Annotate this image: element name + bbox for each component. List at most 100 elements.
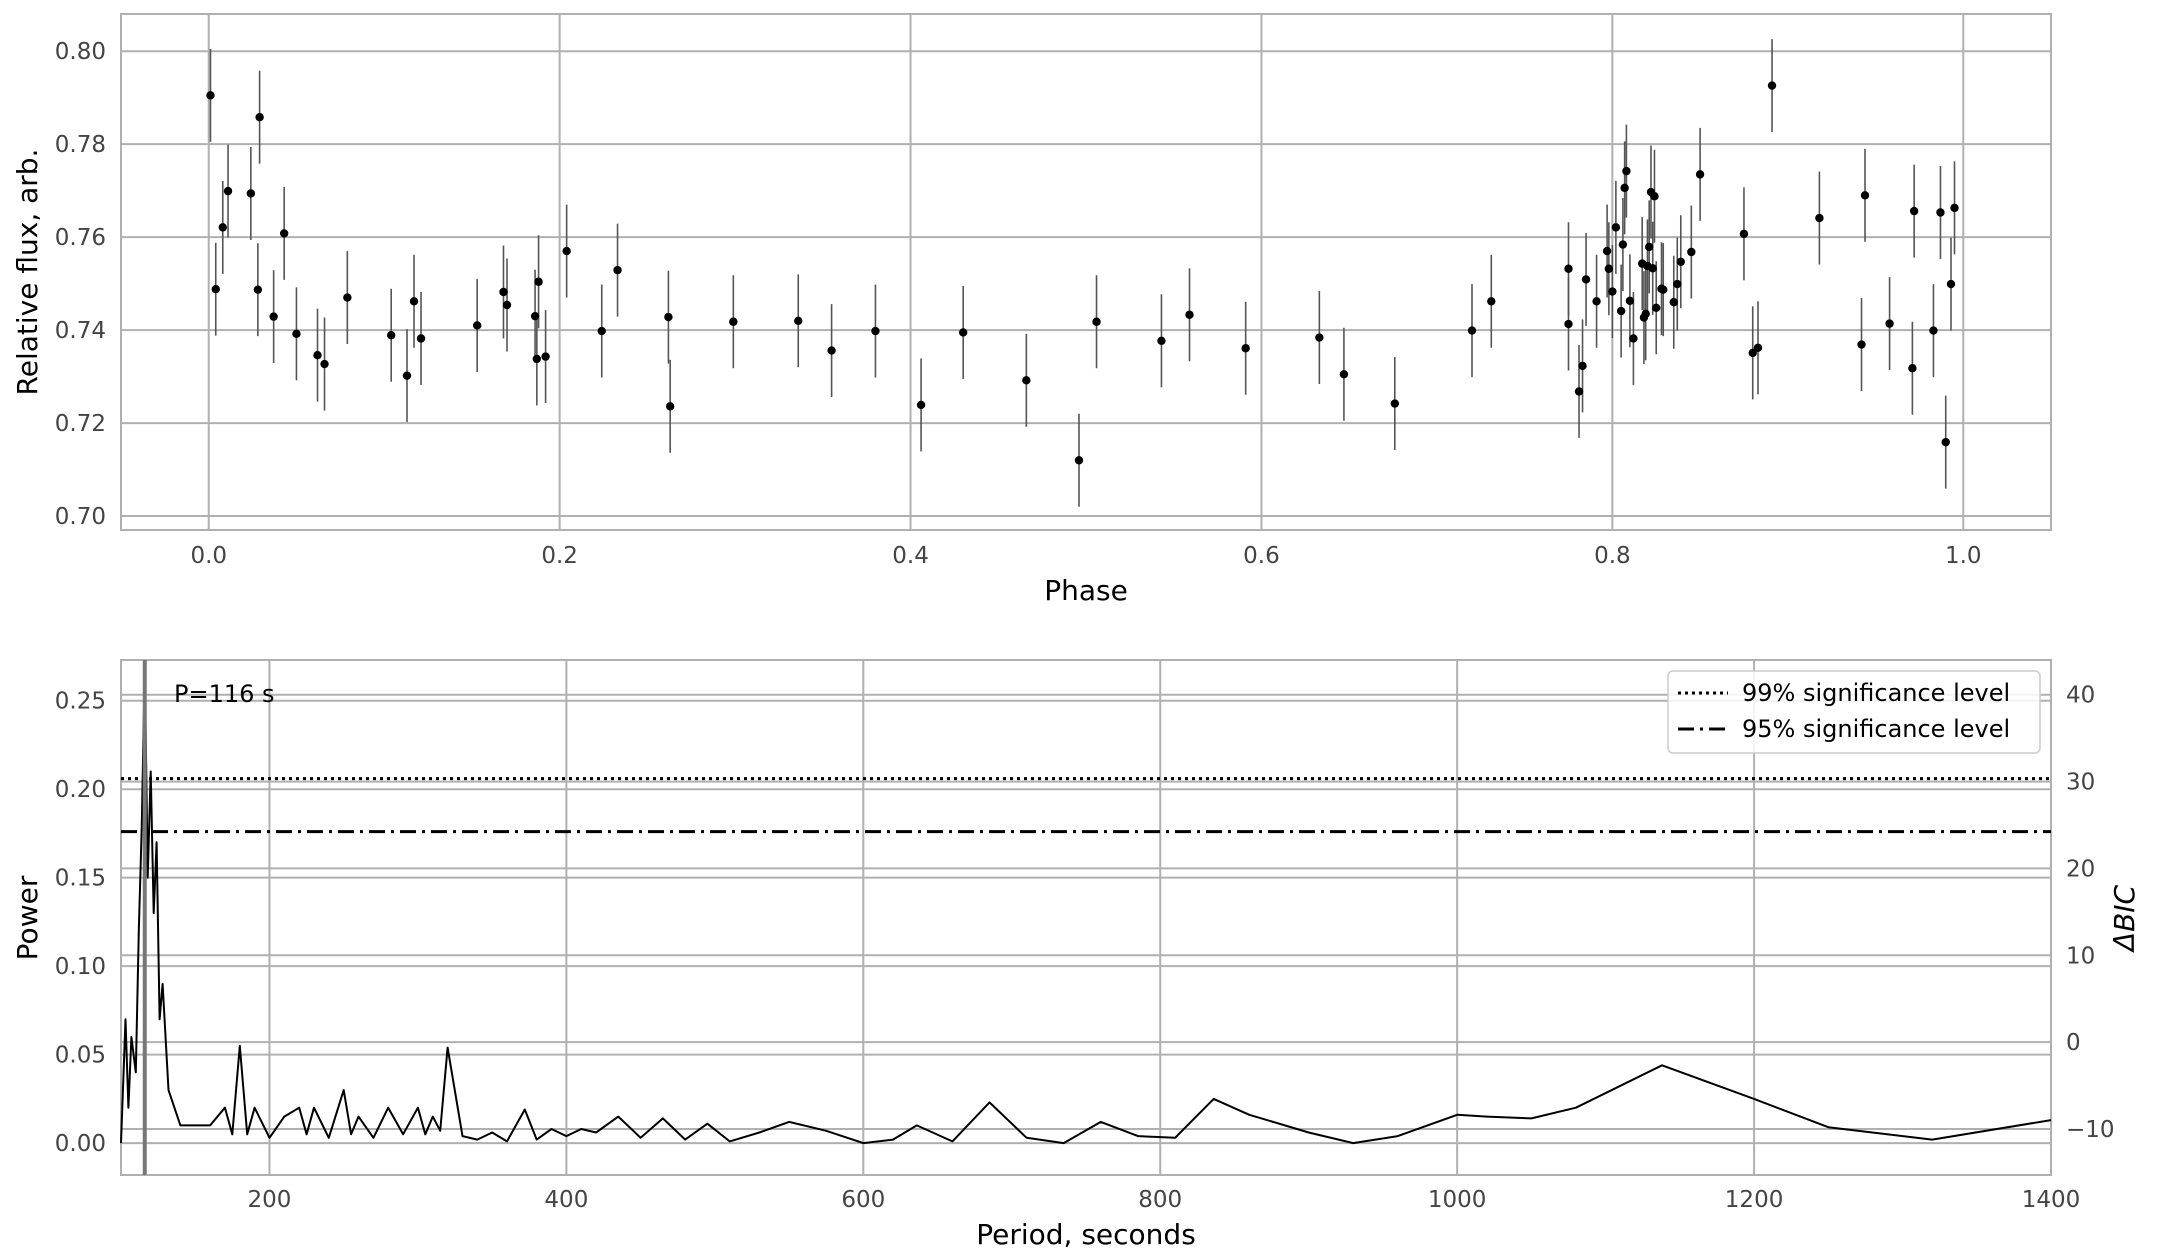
data-point [472, 321, 482, 330]
legend-label-99: 99% significance level [1742, 679, 2010, 707]
data-point [1564, 264, 1573, 273]
data-point [562, 246, 571, 256]
periodogram-x-axis-label: Period, seconds [976, 1218, 1196, 1251]
data-point [1909, 206, 1919, 216]
phase-y-axis-label: Relative flux, arb. [11, 149, 44, 396]
data-point [827, 346, 836, 355]
data-point [499, 287, 508, 297]
data-point [1946, 279, 1956, 289]
data-point [502, 300, 512, 310]
phase-y-tick-label: 0.78 [55, 132, 106, 158]
phase-grid [121, 14, 2051, 530]
data-point [1578, 361, 1587, 371]
data-point [269, 312, 278, 321]
delta-bic-y-ticks: −10 0 10 20 30 40 [2066, 683, 2115, 1143]
data-point [664, 312, 673, 322]
data-point [1157, 336, 1166, 345]
periodogram-curve [120, 664, 2052, 1145]
phase-y-tick-label: 0.76 [55, 225, 106, 251]
legend-box [1667, 670, 2041, 754]
data-point [223, 186, 233, 196]
periodogram-panel: 200 400 600 800 1000 1200 1400 0.000.050.100.1… [11, 659, 2141, 1251]
data-point [1669, 298, 1678, 307]
phase-x-tick-label: 0.6 [1243, 543, 1280, 569]
data-point [1941, 437, 1950, 447]
data-point [1339, 370, 1349, 379]
data-point [530, 311, 540, 321]
data-point [1611, 223, 1621, 232]
data-point [1748, 348, 1757, 358]
data-point [1857, 340, 1866, 349]
data-point [1608, 287, 1617, 296]
data-point [534, 277, 543, 286]
data-point [665, 402, 675, 411]
data-point [1645, 242, 1654, 252]
periodogram-x-tick-label: 600 [841, 1187, 885, 1213]
data-point [1604, 264, 1614, 273]
data-point [246, 189, 256, 198]
data-point [729, 317, 738, 326]
data-point [1695, 170, 1705, 179]
legend: 99% significance level 95% significance … [1667, 670, 2041, 754]
delta-bic-axis-label: ΔBIC [2108, 884, 2141, 953]
data-point [1390, 399, 1400, 408]
data-point [1908, 364, 1917, 373]
data-point [1950, 203, 1959, 213]
delta-bic-tick-label: 40 [2066, 683, 2095, 709]
data-point [1022, 376, 1031, 385]
data-point [1767, 81, 1777, 90]
data-point [279, 229, 289, 238]
data-point [1467, 326, 1477, 335]
data-point [613, 265, 622, 275]
periodogram-y-tick-label: 0.10 [55, 954, 106, 980]
data-point [1602, 246, 1612, 256]
data-point [597, 326, 606, 336]
data-point [1659, 285, 1668, 294]
data-point [211, 285, 220, 294]
periodogram-y-ticks: 0.00 0.05 0.10 0.15 0.20 0.25 [55, 689, 106, 1157]
periodogram-y-tick-label: 0.20 [55, 777, 106, 803]
data-point [1739, 229, 1749, 239]
data-point [532, 354, 542, 364]
periodogram-x-ticks: 200 400 600 800 1000 1200 1400 [248, 1187, 2081, 1213]
data-point [402, 371, 412, 380]
data-point [1641, 309, 1650, 319]
data-point [1574, 387, 1584, 396]
periodogram-data [120, 660, 2052, 1175]
legend-label-95: 95% significance level [1742, 715, 2010, 743]
data-point [1648, 264, 1657, 273]
data-point [1592, 297, 1601, 306]
phase-x-tick-label: 0.0 [190, 543, 227, 569]
periodogram-x-tick-label: 1000 [1428, 1187, 1487, 1213]
data-point [1241, 344, 1250, 353]
phase-x-tick-label: 0.4 [892, 543, 929, 569]
data-point [1650, 192, 1659, 201]
data-point [1673, 279, 1682, 289]
delta-bic-tick-label: 30 [2066, 770, 2095, 796]
data-point [1185, 310, 1194, 319]
data-point [1860, 191, 1870, 200]
delta-bic-tick-label: 20 [2066, 856, 2095, 882]
periodogram-y-tick-label: 0.05 [55, 1043, 106, 1069]
data-point [1929, 326, 1938, 335]
periodogram-x-tick-label: 1400 [2022, 1187, 2081, 1213]
data-point [541, 352, 550, 361]
data-point [794, 316, 803, 326]
phase-x-axis-label: Phase [1044, 574, 1128, 607]
data-point [1622, 166, 1631, 176]
data-point [1092, 317, 1101, 326]
data-point [1687, 247, 1696, 257]
delta-bic-tick-label: 0 [2066, 1030, 2081, 1056]
periodogram-y-axis-label: Power [11, 875, 44, 960]
data-point [1074, 456, 1084, 465]
periodogram-x-tick-label: 400 [544, 1187, 588, 1213]
data-point [871, 326, 880, 336]
phase-panel: 0.0 0.2 0.4 0.6 0.8 1.0 0.700.720.740.760.780… [11, 13, 2052, 607]
data-point [1616, 306, 1626, 316]
data-point [1618, 240, 1628, 249]
data-point [206, 91, 215, 100]
phase-data-points [206, 39, 1959, 507]
phase-x-tick-label: 0.8 [1594, 543, 1631, 569]
periodogram-y-tick-label: 0.00 [55, 1131, 106, 1157]
periodogram-y-tick-label: 0.15 [55, 866, 106, 892]
